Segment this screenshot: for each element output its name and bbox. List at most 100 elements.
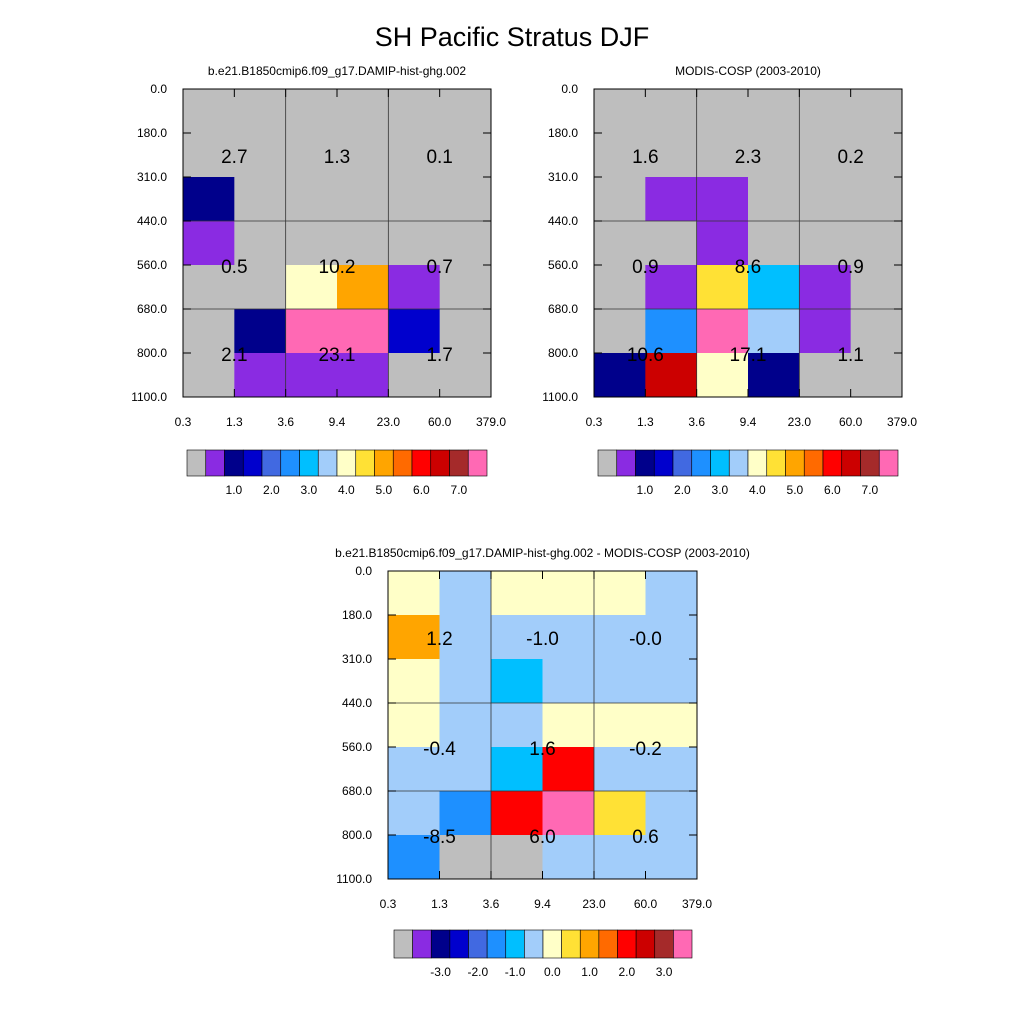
y-tick-label: 310.0 — [548, 170, 578, 184]
heatmap-cell — [439, 835, 492, 880]
heatmap-cell — [594, 659, 646, 704]
colorbar-swatch — [336, 449, 357, 477]
colorbar-swatch — [280, 449, 300, 477]
colorbar-label: 2.0 — [618, 965, 635, 979]
x-tick-label: 9.4 — [534, 897, 551, 911]
obs-heatmap-panel: 0.3 1.3 3.6 9.4 23.0 60.0 379.0 0.0 180.0 310.0 44… — [542, 64, 917, 497]
heatmap-cell — [748, 353, 800, 398]
colorbar-swatch — [635, 449, 655, 477]
heatmap-cell — [285, 353, 338, 398]
colorbar-swatch — [412, 929, 432, 959]
colorbar-label: -3.0 — [430, 965, 451, 979]
heatmap-cell — [234, 221, 287, 266]
box-value-label: 0.5 — [221, 257, 247, 278]
box-value-label: 0.9 — [837, 257, 863, 278]
x-tick-label: 3.6 — [277, 415, 294, 429]
colorbar-label: 7.0 — [451, 483, 468, 497]
x-tick-label: 60.0 — [634, 897, 658, 911]
colorbar-swatch — [430, 449, 450, 477]
box-value-label: -1.0 — [526, 629, 559, 650]
x-tick-label: 60.0 — [428, 415, 452, 429]
heatmap-cell — [183, 309, 235, 354]
box-value-label: 0.7 — [426, 257, 452, 278]
box-value-label: 1.7 — [426, 345, 452, 366]
heatmap-cell — [594, 571, 646, 616]
colorbar-swatch — [803, 449, 824, 477]
colorbar-swatch — [878, 449, 899, 477]
heatmap-cell — [285, 89, 338, 178]
heatmap-cell — [594, 309, 646, 354]
heatmap-cell — [594, 89, 646, 178]
box-value-label: 0.1 — [426, 147, 452, 168]
colorbar-swatch — [597, 449, 618, 477]
heatmap-cell — [645, 177, 698, 222]
x-tick-label: 379.0 — [887, 415, 917, 429]
heatmap-cell — [850, 177, 903, 222]
colorbar-label: 0.0 — [544, 965, 561, 979]
heatmap-cell — [439, 703, 492, 748]
colorbar-swatch — [617, 929, 637, 959]
heatmap-cell — [645, 835, 698, 880]
heatmap-cell — [850, 265, 903, 310]
heatmap-cell — [594, 703, 646, 748]
colorbar-swatch — [449, 449, 469, 477]
colorbar-swatch — [411, 449, 432, 477]
heatmap-cell — [234, 353, 287, 398]
colorbar-swatch — [672, 449, 693, 477]
heatmap-cell — [439, 791, 492, 836]
heatmap-cell — [645, 571, 698, 616]
box-value-label: 8.6 — [735, 257, 761, 278]
heatmap-cell — [439, 571, 492, 616]
colorbar-swatch — [486, 929, 507, 959]
y-tick-label: 440.0 — [137, 214, 167, 228]
box-value-label: 10.6 — [627, 345, 664, 366]
colorbar-swatch — [505, 929, 525, 959]
box-value-label: 17.1 — [730, 345, 767, 366]
heatmap-cell — [439, 265, 492, 310]
colorbar-swatch — [691, 449, 711, 477]
x-tick-label: 23.0 — [582, 897, 606, 911]
heatmap-cell — [645, 659, 698, 704]
box-value-label: -8.5 — [423, 827, 456, 848]
heatmap-cell — [594, 221, 646, 266]
colorbar-label: 3.0 — [712, 483, 729, 497]
colorbar-swatch — [728, 449, 749, 477]
box-value-label: -0.0 — [629, 629, 662, 650]
colorbar-swatch — [766, 449, 786, 477]
heatmap-cell — [388, 89, 441, 178]
heatmap-cell — [696, 265, 749, 310]
y-tick-label: 1100.0 — [336, 872, 372, 886]
heatmap-cell — [337, 309, 389, 354]
heatmap-cell — [388, 177, 441, 222]
heatmap-cell — [696, 309, 749, 354]
heatmap-cell — [594, 615, 646, 660]
panel-title: b.e21.B1850cmip6.f09_g17.DAMIP-hist-ghg.… — [208, 64, 466, 78]
heatmap-cell — [285, 221, 338, 266]
heatmap-cell — [337, 89, 389, 178]
heatmap-cell — [285, 265, 338, 310]
heatmap-cell — [388, 747, 440, 792]
heatmap-cell — [491, 615, 543, 660]
x-tick-label: 3.6 — [688, 415, 705, 429]
colorbar-label: 6.0 — [824, 483, 841, 497]
box-value-label: 1.3 — [324, 147, 350, 168]
figure-title: SH Pacific Stratus DJF — [375, 22, 650, 52]
x-tick-label: 9.4 — [329, 415, 346, 429]
box-value-label: 23.1 — [319, 345, 356, 366]
heatmap-cell — [850, 353, 903, 398]
colorbar-swatch — [242, 449, 263, 477]
box-value-label: 1.2 — [426, 629, 452, 650]
colorbar-label: 6.0 — [413, 483, 430, 497]
colorbar-label: 4.0 — [749, 483, 766, 497]
y-tick-label: 0.0 — [150, 82, 167, 96]
colorbar-swatch — [654, 929, 674, 959]
y-tick-label: 560.0 — [342, 740, 372, 754]
heatmap-cell — [337, 221, 389, 266]
y-tick-label: 560.0 — [548, 258, 578, 272]
heatmap-cell — [748, 221, 800, 266]
heatmap-cell — [748, 309, 800, 354]
colorbar-swatch — [430, 929, 451, 959]
box-value-label: 1.6 — [632, 147, 658, 168]
colorbar-swatch — [186, 449, 207, 477]
heatmap-cell — [542, 747, 595, 792]
